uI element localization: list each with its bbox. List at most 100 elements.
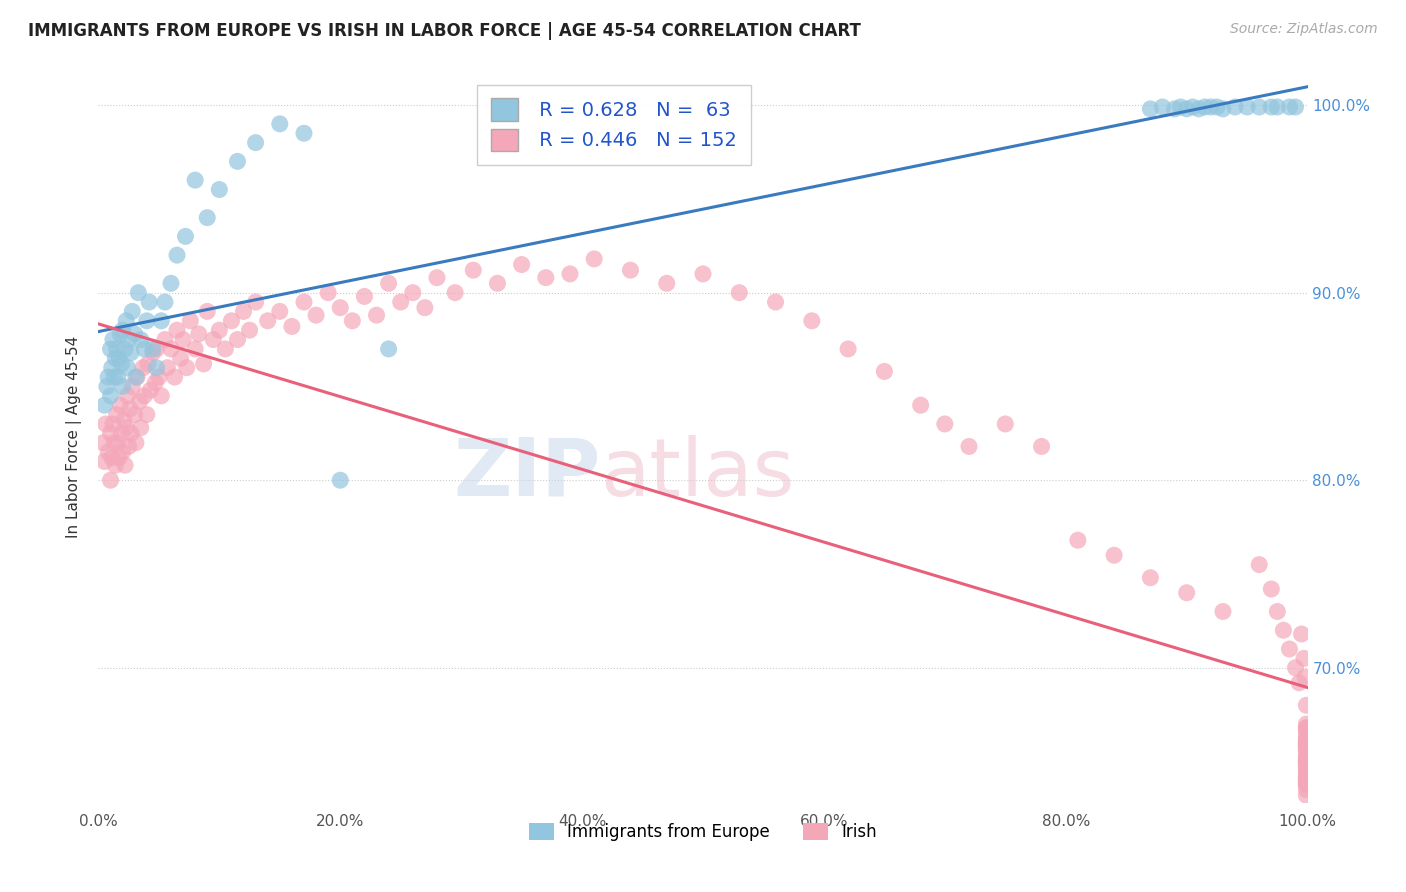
Point xyxy=(1236,100,1258,114)
Point xyxy=(103,370,125,384)
Point xyxy=(124,326,146,341)
Point xyxy=(176,360,198,375)
Point xyxy=(619,263,641,277)
Point xyxy=(1295,739,1317,754)
Point xyxy=(100,426,122,441)
Point xyxy=(132,360,155,375)
Point xyxy=(1278,642,1301,657)
Point xyxy=(1181,100,1204,114)
Point xyxy=(510,258,533,272)
Point xyxy=(366,308,388,322)
Point xyxy=(765,295,787,310)
Point xyxy=(120,426,142,441)
Point xyxy=(202,333,225,347)
Point xyxy=(655,277,678,291)
Point xyxy=(129,333,152,347)
Point xyxy=(1295,721,1317,735)
Point xyxy=(1295,747,1317,761)
Point xyxy=(150,389,173,403)
Point xyxy=(111,323,134,337)
Point xyxy=(136,357,159,371)
Point xyxy=(910,398,932,412)
Point xyxy=(187,326,209,341)
Point xyxy=(125,435,148,450)
Point xyxy=(837,342,859,356)
Point xyxy=(1267,605,1289,619)
Point xyxy=(127,370,149,384)
Point xyxy=(226,154,249,169)
Point xyxy=(1295,739,1317,754)
Point xyxy=(1212,605,1234,619)
Point xyxy=(1295,770,1317,784)
Point xyxy=(1295,755,1317,769)
Point xyxy=(1295,762,1317,776)
Point xyxy=(184,173,207,187)
Point xyxy=(208,323,231,337)
Point xyxy=(97,445,120,459)
Point xyxy=(1295,732,1317,747)
Point xyxy=(100,389,122,403)
Point xyxy=(1295,743,1317,757)
Point xyxy=(120,345,142,359)
Point xyxy=(1031,440,1053,454)
Point xyxy=(214,342,236,356)
Point xyxy=(256,314,278,328)
Point xyxy=(156,360,179,375)
Point xyxy=(100,360,122,375)
Point xyxy=(1249,100,1271,114)
Point xyxy=(1295,755,1317,769)
Point xyxy=(1295,698,1317,713)
Point xyxy=(1152,100,1174,114)
Point xyxy=(1295,751,1317,765)
Point xyxy=(138,295,160,310)
Point xyxy=(148,370,170,384)
Point xyxy=(91,435,114,450)
Point xyxy=(117,360,139,375)
Point xyxy=(129,420,152,434)
Point xyxy=(873,364,896,378)
Point xyxy=(269,117,291,131)
Point xyxy=(1139,571,1161,585)
Point xyxy=(1295,755,1317,769)
Point xyxy=(1175,586,1198,600)
Point xyxy=(1260,100,1282,114)
Point xyxy=(800,314,823,328)
Point xyxy=(115,314,138,328)
Point xyxy=(117,389,139,403)
Point xyxy=(135,408,157,422)
Point xyxy=(153,333,176,347)
Point xyxy=(1067,533,1090,548)
Point xyxy=(1102,548,1125,562)
Point xyxy=(1188,102,1211,116)
Point xyxy=(104,351,127,366)
Point xyxy=(93,454,115,468)
Point xyxy=(208,182,231,196)
Point xyxy=(1194,100,1216,114)
Point xyxy=(1295,721,1317,735)
Point xyxy=(329,473,352,487)
Point xyxy=(1199,100,1222,114)
Point xyxy=(1291,627,1313,641)
Point xyxy=(195,304,218,318)
Point xyxy=(118,333,141,347)
Point xyxy=(1295,736,1317,750)
Point xyxy=(121,379,143,393)
Point xyxy=(153,295,176,310)
Point xyxy=(1295,751,1317,765)
Point xyxy=(94,417,117,431)
Point xyxy=(172,333,194,347)
Point xyxy=(111,445,134,459)
Point xyxy=(305,308,328,322)
Point xyxy=(145,342,167,356)
Point xyxy=(128,394,150,409)
Point xyxy=(426,270,449,285)
Point xyxy=(402,285,425,300)
Point xyxy=(1294,670,1316,684)
Point xyxy=(994,417,1017,431)
Point xyxy=(169,351,191,366)
Point xyxy=(934,417,956,431)
Point xyxy=(292,126,315,140)
Point xyxy=(1295,777,1317,791)
Point xyxy=(353,289,375,303)
Point xyxy=(135,314,157,328)
